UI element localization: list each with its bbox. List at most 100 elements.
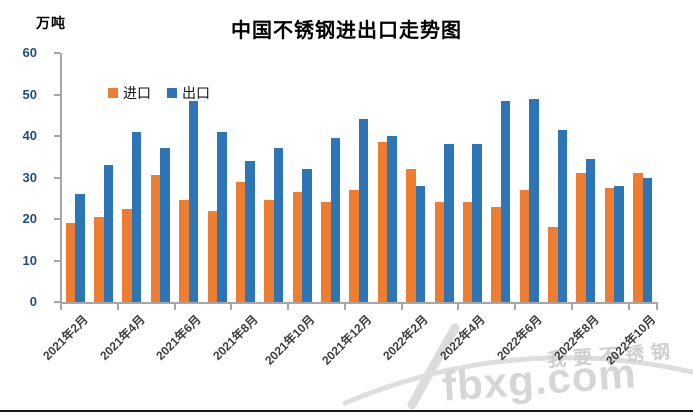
- bar-出口: [585, 158, 596, 302]
- bar-进口: [94, 216, 104, 302]
- y-tick-label: 60: [22, 45, 37, 60]
- bar-出口: [160, 148, 170, 302]
- bar-group: [572, 53, 600, 302]
- bar-出口: [273, 148, 284, 302]
- y-axis-line: [60, 53, 62, 303]
- y-tick: [54, 93, 60, 96]
- bar-group: [629, 53, 657, 302]
- bar-出口: [444, 144, 454, 302]
- bar-进口: [349, 189, 359, 302]
- bar-进口: [604, 187, 615, 302]
- bar-进口: [548, 227, 558, 302]
- bar-group: [402, 53, 430, 302]
- bar-出口: [188, 100, 199, 302]
- x-tick: [457, 304, 460, 310]
- y-tick: [54, 52, 60, 54]
- bar-group: [316, 53, 344, 302]
- bar-group: [260, 53, 288, 302]
- legend-label: 进口: [123, 85, 151, 101]
- bar-进口: [321, 202, 331, 302]
- bar-group: [487, 53, 515, 302]
- x-tick: [60, 304, 62, 310]
- x-tick: [287, 304, 290, 310]
- bar-group: [61, 53, 89, 302]
- bar-出口: [302, 169, 312, 302]
- y-tick: [54, 135, 60, 137]
- x-tick: [343, 304, 346, 310]
- bar-进口: [406, 169, 416, 302]
- bar-出口: [642, 177, 653, 302]
- bar-进口: [65, 223, 76, 302]
- bar-出口: [500, 100, 511, 302]
- bar-出口: [472, 144, 482, 302]
- x-axis-line: [60, 302, 658, 304]
- x-tick: [230, 304, 233, 310]
- bar-出口: [358, 119, 369, 302]
- legend-swatch-icon: [167, 88, 177, 98]
- x-tick: [627, 304, 630, 310]
- y-tick-label: 40: [22, 128, 37, 143]
- watermark-text-en: fbxg.com: [440, 349, 639, 410]
- y-tick: [54, 259, 60, 262]
- bar-进口: [235, 181, 246, 302]
- bar-group: [89, 53, 117, 302]
- bar-group: [373, 53, 401, 302]
- chart-title: 中国不锈钢进出口走势图: [231, 20, 462, 42]
- bar-group: [345, 53, 373, 302]
- bar-进口: [207, 210, 218, 302]
- bar-出口: [75, 194, 85, 302]
- legend: 进口 出口: [108, 83, 210, 103]
- bar-出口: [415, 185, 426, 302]
- bar-进口: [434, 202, 445, 302]
- bar-出口: [387, 136, 397, 302]
- y-tick-label: 30: [22, 169, 37, 185]
- bar-出口: [217, 131, 227, 302]
- bar-groups: [61, 53, 657, 302]
- bar-group: [118, 53, 146, 302]
- y-tick: [54, 176, 60, 179]
- bar-出口: [245, 160, 255, 302]
- bottom-border-line: [0, 410, 693, 412]
- bar-进口: [491, 206, 501, 302]
- y-axis-unit-label: 万吨: [36, 15, 66, 31]
- plot-area: 0 10 20 30 40 50 60: [23, 45, 658, 310]
- bar-进口: [122, 208, 132, 302]
- bar-group: [288, 53, 316, 302]
- legend-item-出口: 出口: [167, 83, 210, 103]
- bar-出口: [614, 185, 624, 302]
- y-tick-label: 0: [29, 294, 37, 309]
- bar-group: [430, 53, 458, 302]
- y-tick-label: 10: [22, 252, 37, 268]
- bar-进口: [264, 200, 274, 302]
- legend-swatch-icon: [108, 88, 118, 98]
- bar-group: [600, 53, 628, 302]
- bar-出口: [529, 98, 539, 302]
- bar-进口: [377, 142, 388, 302]
- bar-进口: [150, 175, 161, 302]
- bar-出口: [103, 165, 114, 302]
- bar-group: [458, 53, 486, 302]
- bar-进口: [519, 189, 530, 302]
- y-tick: [54, 301, 60, 303]
- x-tick: [116, 304, 119, 310]
- x-tick: [570, 304, 573, 310]
- x-tick: [514, 304, 517, 310]
- bar-group: [543, 53, 571, 302]
- y-tick-label: 50: [22, 86, 37, 102]
- bar-进口: [179, 200, 189, 302]
- bar-group: [175, 53, 203, 302]
- bar-group: [231, 53, 259, 302]
- legend-label: 出口: [182, 85, 210, 101]
- x-tick: [173, 304, 176, 310]
- bar-group: [203, 53, 231, 302]
- watermark-text-cn: 我要不锈钢: [546, 341, 678, 372]
- bar-出口: [131, 131, 142, 302]
- bar-进口: [633, 173, 643, 302]
- y-tick-label: 20: [22, 211, 37, 226]
- bar-group: [515, 53, 543, 302]
- x-tick: [400, 304, 403, 310]
- bar-进口: [292, 192, 303, 302]
- x-tick: [656, 304, 658, 310]
- bar-出口: [330, 138, 341, 302]
